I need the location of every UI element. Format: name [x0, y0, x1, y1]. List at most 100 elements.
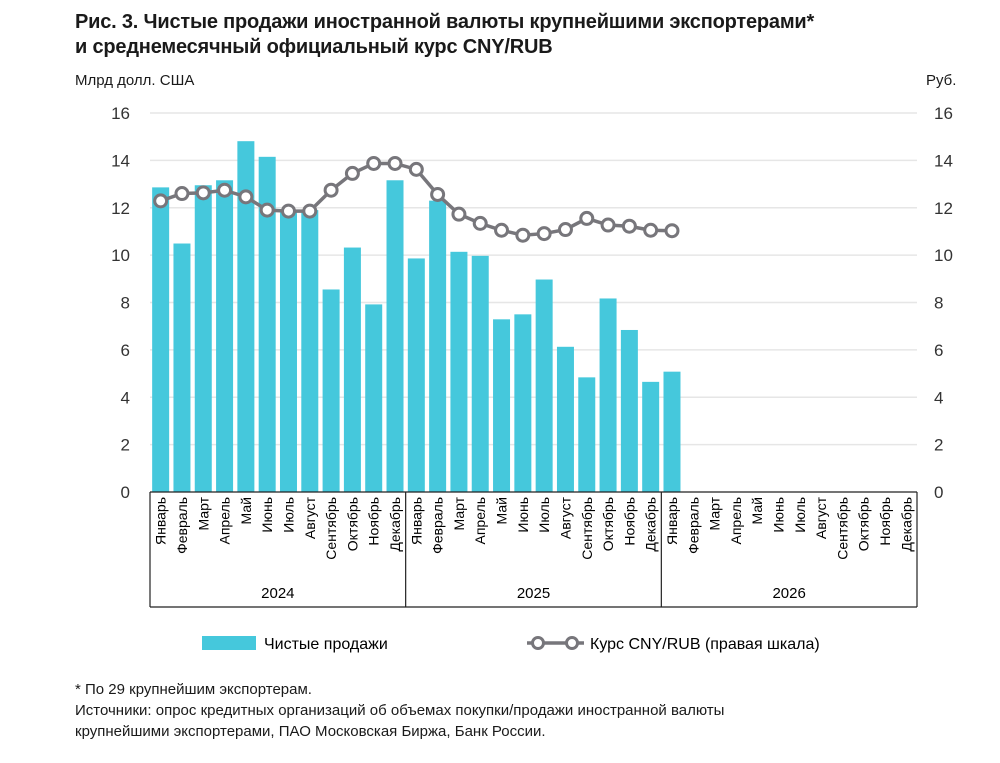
bar	[642, 381, 660, 492]
month-label: Июль	[792, 497, 808, 533]
bar	[343, 247, 361, 492]
rate-marker	[579, 210, 595, 226]
month-label: Март	[451, 496, 467, 530]
rate-marker	[302, 203, 318, 219]
month-label: Февраль	[174, 497, 190, 554]
left-tick-label: 4	[121, 388, 130, 407]
month-label: Ноябрь	[621, 497, 637, 546]
bar	[237, 141, 255, 493]
rate-marker	[621, 218, 637, 234]
month-label: Май	[238, 497, 254, 524]
rate-marker	[344, 165, 360, 181]
month-label: Август	[813, 496, 829, 539]
month-label: Ноябрь	[366, 497, 382, 546]
month-label: Апрель	[472, 497, 488, 545]
month-label: Июнь	[771, 497, 787, 533]
month-label: Октябрь	[856, 497, 872, 551]
rate-marker	[600, 217, 616, 233]
month-label: Февраль	[685, 497, 701, 554]
year-label: 2026	[772, 585, 805, 602]
legend-bar-swatch	[202, 636, 256, 650]
month-label: Сентябрь	[323, 497, 339, 560]
left-tick-label: 8	[121, 294, 130, 313]
rate-marker	[280, 203, 296, 219]
month-label: Декабрь	[387, 497, 403, 552]
bar	[514, 314, 532, 492]
month-label: Август	[302, 496, 318, 539]
right-tick-label: 12	[934, 199, 953, 218]
legend-line-marker	[531, 636, 545, 650]
legend-bar-label: Чистые продажи	[264, 636, 388, 653]
bar	[429, 200, 447, 493]
footnotes: * По 29 крупнейшим экспортерам. Источник…	[75, 679, 724, 742]
month-label: Март	[195, 496, 211, 530]
bar	[663, 371, 681, 492]
bar	[279, 212, 297, 493]
rate-marker	[259, 202, 275, 218]
bar	[258, 156, 276, 492]
legend-line-marker	[565, 636, 579, 650]
rate-marker	[557, 222, 573, 238]
bar	[216, 180, 234, 492]
bar	[365, 304, 383, 492]
bar	[471, 255, 489, 492]
bar	[386, 180, 404, 492]
month-label: Октябрь	[344, 497, 360, 551]
legend-line-label: Курс CNY/RUB (правая шкала)	[590, 636, 820, 653]
left-tick-label: 0	[121, 483, 130, 502]
month-label: Апрель	[217, 497, 233, 545]
rate-marker	[494, 222, 510, 238]
rate-marker	[387, 155, 403, 171]
month-label: Ноябрь	[877, 497, 893, 546]
left-tick-label: 16	[111, 104, 130, 123]
bar	[620, 329, 638, 492]
right-tick-label: 4	[934, 388, 943, 407]
chart-title: Рис. 3. Чистые продажи иностранной валют…	[75, 10, 814, 60]
left-tick-label: 6	[121, 341, 130, 360]
rate-marker	[515, 227, 531, 243]
bar	[152, 187, 170, 492]
bar	[578, 377, 596, 492]
month-label: Декабрь	[898, 497, 914, 552]
month-label: Июль	[536, 497, 552, 533]
rate-marker	[366, 155, 382, 171]
month-label: Январь	[153, 497, 169, 545]
year-label: 2024	[261, 585, 294, 602]
month-label: Январь	[408, 497, 424, 545]
rate-marker	[217, 182, 233, 198]
footnote-asterisk: * По 29 крупнейшим экспортерам.	[75, 681, 312, 698]
month-label: Май	[494, 497, 510, 524]
left-tick-label: 12	[111, 199, 130, 218]
right-tick-label: 0	[934, 483, 943, 502]
bar	[301, 210, 319, 492]
rate-marker	[536, 226, 552, 242]
rate-marker	[451, 206, 467, 222]
footnote-sources-2: крупнейшими экспортерами, ПАО Московская…	[75, 723, 546, 740]
right-tick-label: 14	[934, 151, 953, 170]
left-tick-label: 14	[111, 151, 130, 170]
right-tick-label: 10	[934, 246, 953, 265]
rate-marker	[664, 223, 680, 239]
rate-marker	[174, 186, 190, 202]
month-label: Январь	[664, 497, 680, 545]
month-label: Октябрь	[600, 497, 616, 551]
rate-marker	[408, 161, 424, 177]
bar	[194, 185, 212, 492]
left-axis-unit: Млрд долл. США	[75, 72, 195, 89]
rate-marker	[153, 193, 169, 209]
rate-marker	[238, 189, 254, 205]
right-tick-label: 6	[934, 341, 943, 360]
month-label: Май	[749, 497, 765, 524]
month-label: Декабрь	[643, 497, 659, 552]
year-label: 2025	[517, 585, 550, 602]
month-label: Сентябрь	[834, 497, 850, 560]
right-tick-label: 16	[934, 104, 953, 123]
month-label: Июнь	[259, 497, 275, 533]
month-label: Июнь	[515, 497, 531, 533]
rate-marker	[195, 185, 211, 201]
month-label: Февраль	[430, 497, 446, 554]
bar	[322, 289, 340, 492]
rate-marker	[323, 182, 339, 198]
